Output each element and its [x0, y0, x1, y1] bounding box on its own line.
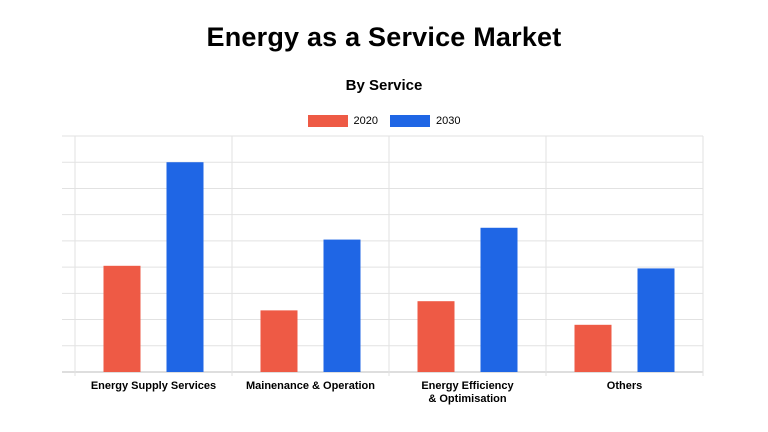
category-label: Energy Efficiency & Optimisation: [421, 380, 514, 405]
legend-item-2030: 2030: [390, 115, 460, 127]
category-label: Energy Supply Services: [91, 380, 216, 392]
category-label-line: Mainenance & Operation: [246, 380, 375, 392]
category-label-line: & Optimisation: [428, 393, 507, 405]
chart-title: Energy as a Service Market: [206, 22, 562, 52]
legend-item-2020: 2020: [307, 115, 378, 127]
bar-2020-3: [574, 324, 612, 372]
legend: 2020 2030: [0, 115, 768, 127]
bar-2030-0: [166, 162, 204, 372]
category-label-line: Energy Efficiency: [421, 380, 514, 392]
chart-subtitle: By Service: [345, 77, 423, 94]
bar-2020-1: [260, 310, 298, 372]
bar-2030-2: [480, 227, 518, 372]
category-label: Others: [607, 380, 642, 392]
category-label: Mainenance & Operation: [246, 380, 375, 392]
bar-2030-3: [637, 268, 675, 372]
category-label-line: Energy Supply Services: [91, 380, 216, 392]
category-label-line: Others: [607, 380, 642, 392]
legend-label-2030: 2030: [436, 115, 461, 127]
legend-swatch-2030: [390, 115, 430, 127]
legend-label-2020: 2020: [353, 115, 378, 127]
bar-2030-1: [323, 239, 361, 372]
legend-swatch-2020: [307, 115, 348, 127]
bar-2020-0: [103, 265, 141, 372]
bar-2020-2: [417, 301, 455, 372]
